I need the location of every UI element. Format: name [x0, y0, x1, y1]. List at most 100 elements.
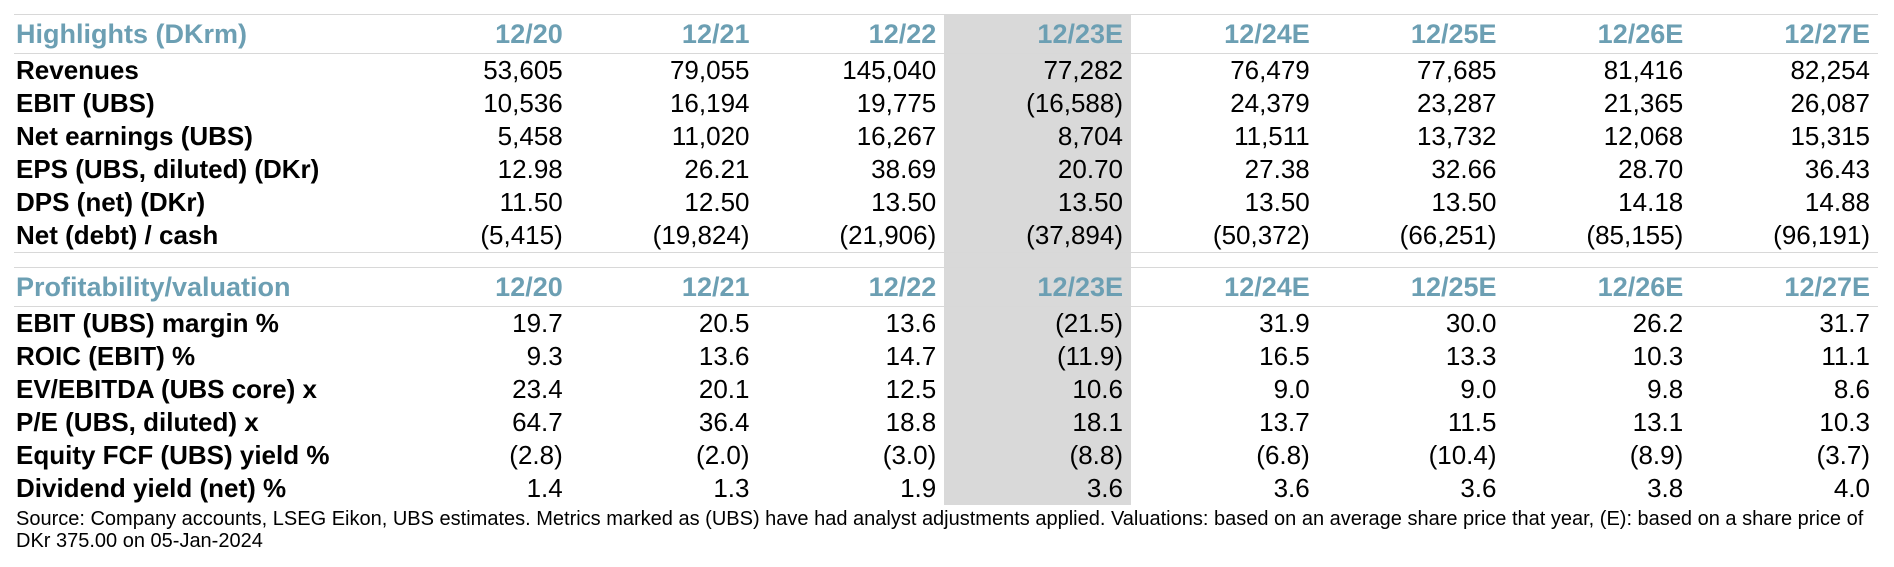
table-row: EPS (UBS, diluted) (DKr) 12.98 26.21 38.…: [14, 153, 1878, 186]
table-cell: 19.7: [512, 308, 563, 338]
table-cell: 8.6: [1833, 374, 1870, 404]
table-cell: 82,254: [1790, 55, 1870, 85]
table-cell: 13.6: [885, 308, 937, 338]
table-cell-highlighted: (11.9): [944, 340, 1131, 373]
table-cell-highlighted: (21.5): [944, 306, 1131, 340]
table-cell: (21,906): [757, 219, 945, 253]
spacer-cell: [571, 253, 758, 268]
table-cell-highlighted: 3.6: [944, 472, 1131, 505]
column-header: 12/26E: [1504, 14, 1692, 54]
table-cell: 11.1: [1821, 341, 1870, 371]
table-cell: 77,685: [1416, 55, 1497, 85]
table-row: Revenues 53,605 79,055 145,040 77,282 76…: [14, 53, 1878, 87]
table-cell: 32.66: [1431, 154, 1497, 184]
column-header: 12/20: [384, 267, 571, 307]
column-header: 12/26E: [1504, 267, 1692, 307]
table-cell-highlighted: (37,894): [944, 219, 1131, 253]
column-header: 12/27E: [1691, 14, 1878, 54]
row-label: DPS (net) (DKr): [16, 187, 206, 217]
table-cell: 26,087: [1790, 88, 1870, 118]
table-cell: (5,415): [384, 219, 571, 253]
row-label: Revenues: [16, 55, 139, 85]
table-cell: (3.0): [882, 440, 937, 470]
table-cell: 13.6: [698, 341, 750, 371]
table-cell: 12,068: [1603, 121, 1684, 151]
table-cell: 16,267: [856, 121, 937, 151]
table-cell: (96,191): [1691, 219, 1878, 253]
row-label: P/E (UBS, diluted) x: [16, 407, 259, 437]
table-cell: 14.88: [1804, 187, 1870, 217]
table-cell: 18.8: [885, 407, 937, 437]
table-cell-highlighted: 10.6: [944, 373, 1131, 406]
table-cell: (3.7): [1816, 440, 1870, 470]
row-label: Equity FCF (UBS) yield %: [16, 440, 330, 470]
table-cell: (10.4): [1428, 440, 1497, 470]
column-header: 12/25E: [1317, 14, 1505, 54]
table-row: EV/EBITDA (UBS core) x 23.4 20.1 12.5 10…: [14, 373, 1878, 406]
table-cell-highlighted: (16,588): [944, 87, 1131, 120]
column-header: 12/22: [757, 14, 945, 54]
table-row: EBIT (UBS) 10,536 16,194 19,775 (16,588)…: [14, 87, 1878, 120]
table-cell: 23.4: [512, 374, 563, 404]
table-cell: 24,379: [1230, 88, 1310, 118]
table-cell: 38.69: [871, 154, 937, 184]
table-cell: 13.3: [1445, 341, 1497, 371]
table-cell: 36.43: [1804, 154, 1870, 184]
table-cell: 13.50: [871, 187, 937, 217]
table-row: Dividend yield (net) % 1.4 1.3 1.9 3.6 3…: [14, 472, 1878, 505]
table-cell: (6.8): [1256, 440, 1310, 470]
table-cell: 79,055: [669, 55, 750, 85]
table-cell: 4.0: [1833, 473, 1870, 503]
table-cell: 13.50: [1431, 187, 1497, 217]
table-cell: 14.7: [885, 341, 937, 371]
profitability-section: Profitability/valuation 12/20 12/21 12/2…: [14, 267, 1878, 505]
table-cell-highlighted: 77,282: [944, 53, 1131, 87]
column-header: 12/24E: [1131, 14, 1318, 54]
table-cell: 30.0: [1445, 308, 1497, 338]
table-cell: 76,479: [1230, 55, 1310, 85]
highlights-title: Highlights (DKrm): [14, 14, 384, 54]
spacer-cell: [1318, 253, 1505, 268]
table-cell: 15,315: [1790, 121, 1870, 151]
table-cell: 19,775: [856, 88, 937, 118]
spacer-cell-highlighted: [944, 252, 1131, 268]
table-cell: (66,251): [1317, 219, 1505, 253]
highlights-header-row: Highlights (DKrm) 12/20 12/21 12/22 12/2…: [14, 14, 1878, 54]
section-spacer: [14, 252, 1878, 268]
spacer-row: [14, 252, 1878, 268]
table-row: Net (debt) / cash (5,415) (19,824) (21,9…: [14, 219, 1878, 253]
column-header: 12/20: [384, 14, 571, 54]
table-cell: 16.5: [1259, 341, 1310, 371]
table-cell: 13.7: [1259, 407, 1310, 437]
table-row: ROIC (EBIT) % 9.3 13.6 14.7 (11.9) 16.5 …: [14, 340, 1878, 373]
table-cell: 9.0: [1460, 374, 1497, 404]
table-cell: 28.70: [1618, 154, 1684, 184]
spacer-cell: [1131, 253, 1318, 268]
spacer-cell: [758, 253, 945, 268]
table-cell: 13.1: [1632, 407, 1684, 437]
column-header: 12/24E: [1131, 267, 1318, 307]
table-cell: 3.6: [1273, 473, 1310, 503]
table-cell-highlighted: 8,704: [944, 120, 1131, 153]
column-header: 12/21: [570, 14, 758, 54]
column-header: 12/25E: [1317, 267, 1505, 307]
spacer-cell: [14, 253, 384, 268]
row-label: EV/EBITDA (UBS core) x: [16, 374, 317, 404]
table-cell: 26.21: [684, 154, 750, 184]
table-cell: 12.5: [885, 374, 937, 404]
row-label: EPS (UBS, diluted) (DKr): [16, 154, 320, 184]
table-cell: 10.3: [1819, 407, 1870, 437]
table-cell: 20.5: [698, 308, 750, 338]
table-cell: (2.0): [696, 440, 750, 470]
table-cell: (85,155): [1504, 219, 1692, 253]
table-cell: 9.8: [1647, 374, 1684, 404]
table-cell: 20.1: [698, 374, 750, 404]
spacer-cell: [1691, 253, 1878, 268]
table-cell: 53,605: [483, 55, 563, 85]
table-cell: 14.18: [1618, 187, 1684, 217]
table-cell: 10,536: [483, 88, 563, 118]
table-cell: 64.7: [512, 407, 563, 437]
table-cell: 12.50: [684, 187, 750, 217]
table-cell: 3.8: [1647, 473, 1684, 503]
